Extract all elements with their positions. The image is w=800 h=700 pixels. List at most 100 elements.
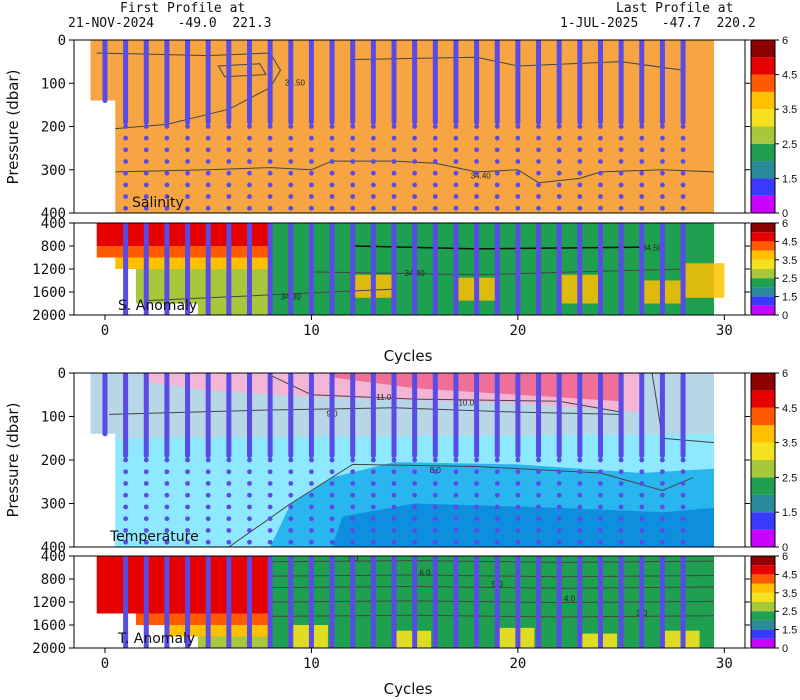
profile-sample-0-2: [143, 147, 149, 153]
profile-sample-0-5: [205, 205, 211, 211]
profile-sample-0-8: [267, 182, 273, 188]
t-anom-band-2: [166, 625, 271, 637]
profile-sample-0-20: [515, 170, 521, 176]
ytick-label-0-300: 300: [41, 163, 66, 179]
profile-sample-2-9: [288, 504, 294, 510]
profile-sample-2-13: [370, 457, 376, 463]
profile-sample-2-19: [494, 528, 500, 533]
colorbar-tick-label-2-4: 1.5: [782, 507, 797, 519]
profile-sample-0-1: [123, 159, 129, 164]
profile-sample-2-22: [556, 481, 562, 486]
profile-sample-2-7: [247, 539, 252, 545]
temperature-ylabel: Pressure (dbar): [4, 403, 22, 518]
profile-sample-0-3: [164, 159, 170, 164]
profile-sample-2-2: [143, 516, 149, 522]
profile-sample-2-13: [370, 528, 376, 533]
t-anom-contour-3: [270, 600, 715, 604]
profile-sample-2-4: [185, 469, 190, 475]
profile-sample-2-24: [598, 492, 603, 498]
profile-sample-0-1: [123, 170, 129, 176]
profile-sample-0-23: [577, 170, 583, 176]
ytick-label-0-0: 0: [58, 33, 66, 49]
ytick-label-2-200: 200: [41, 453, 66, 469]
colorbar-tick-label-1-2: 3.5: [782, 255, 797, 267]
profile-sample-0-27: [660, 182, 665, 188]
profile-sample-0-14: [391, 205, 397, 211]
profile-sample-0-20: [515, 194, 521, 199]
colorbar-tick-label-1-4: 1.5: [782, 292, 797, 304]
profile-sample-0-28: [680, 182, 686, 188]
profile-sample-2-2: [143, 528, 149, 533]
profile-sample-2-1: [123, 481, 129, 486]
profile-sample-2-7: [247, 492, 252, 498]
profile-sample-2-11: [329, 469, 335, 475]
profile-sample-2-2: [143, 481, 149, 486]
profile-sample-0-14: [391, 159, 397, 164]
salinity-panel-label: Salinity: [132, 195, 184, 211]
salinity-contour-34-50-loop: [217, 63, 267, 78]
profile-sample-2-6: [226, 528, 232, 533]
profile-sample-0-9: [288, 170, 294, 176]
profile-sample-2-18: [474, 481, 479, 486]
profile-sample-2-10: [309, 528, 314, 533]
profile-sample-2-26: [639, 528, 645, 533]
profile-sample-2-12: [350, 504, 356, 510]
profile-sample-0-5: [205, 159, 211, 164]
profile-sample-2-8: [267, 539, 273, 545]
ytick-label-1-400: 400: [41, 216, 66, 232]
profile-sample-0-16: [432, 194, 438, 199]
ytick-label-3-1600: 1600: [32, 618, 66, 634]
profile-sample-0-10: [309, 159, 314, 164]
xtick-label-3-20: 20: [509, 656, 526, 672]
profile-sample-2-27: [660, 492, 665, 498]
profile-sample-0-25: [618, 170, 624, 176]
profile-sample-2-23: [577, 457, 583, 463]
profile-sample-2-27: [660, 457, 665, 463]
profile-sample-2-27: [660, 504, 665, 510]
profile-sample-2-19: [494, 457, 500, 463]
profile-sample-0-21: [536, 135, 541, 141]
profile-sample-0-22: [556, 194, 562, 199]
profile-sample-2-9: [288, 469, 294, 475]
temperature-panel-label: Temperature: [109, 529, 199, 545]
profile-sample-2-19: [494, 504, 500, 510]
profile-sample-0-18: [474, 182, 479, 188]
profile-sample-2-25: [618, 539, 624, 545]
ytick-label-2-300: 300: [41, 497, 66, 513]
profile-sample-2-9: [288, 481, 294, 486]
profile-sample-2-14: [391, 504, 397, 510]
profile-sample-2-2: [143, 504, 149, 510]
profile-sample-0-18: [474, 205, 479, 211]
colorbar-tick-label-0-4: 1.5: [782, 173, 797, 185]
profile-sample-2-21: [536, 516, 541, 522]
profiles-panel-3: [123, 556, 686, 648]
profile-sample-0-21: [536, 194, 541, 199]
profile-sample-0-1: [123, 194, 129, 199]
profile-sample-0-28: [680, 205, 686, 211]
profile-sample-2-6: [226, 516, 232, 522]
profile-sample-0-11: [329, 124, 335, 129]
colorbar-cell-1-8: [751, 232, 775, 242]
profiles-panel-1: [123, 223, 686, 315]
profile-sample-2-6: [226, 492, 232, 498]
profile-sample-2-27: [660, 469, 665, 475]
profile-sample-0-4: [185, 147, 190, 153]
profile-sample-0-13: [370, 159, 376, 164]
xtick-label-3-10: 10: [303, 656, 320, 672]
colorbar-tick-label-3-5: 0: [782, 643, 788, 655]
profile-sample-0-15: [412, 182, 418, 188]
profile-sample-2-21: [536, 457, 541, 463]
colorbar-tick-label-2-2: 3.5: [782, 438, 797, 450]
profile-sample-0-24: [598, 194, 603, 199]
profile-sample-2-14: [391, 492, 397, 498]
profile-sample-0-17: [453, 205, 459, 211]
profile-sample-2-3: [164, 492, 170, 498]
profile-sample-0-19: [494, 182, 500, 188]
ytick-label-0-400: 400: [41, 206, 66, 222]
profile-sample-0-27: [660, 124, 665, 129]
profile-sample-2-26: [639, 516, 645, 522]
profile-sample-2-21: [536, 504, 541, 510]
profile-sample-0-6: [226, 205, 232, 211]
profile-sample-0-25: [618, 147, 624, 153]
profile-sample-0-5: [205, 170, 211, 176]
